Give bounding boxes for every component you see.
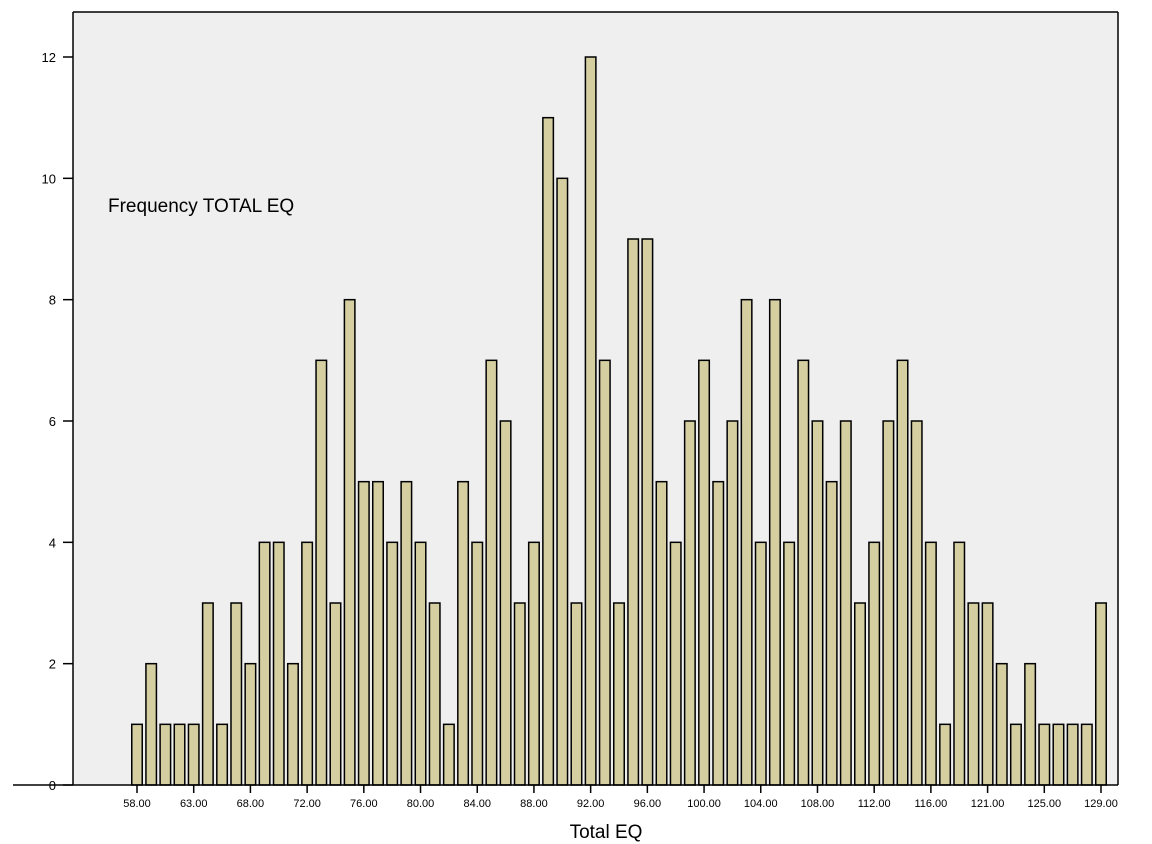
bar xyxy=(953,541,966,786)
bar xyxy=(839,420,852,786)
chart-title: Frequency TOTAL EQ xyxy=(108,196,294,217)
bar xyxy=(1024,662,1037,786)
bar xyxy=(1038,723,1051,786)
bar xyxy=(428,602,441,786)
x-tick-label: 121.00 xyxy=(971,798,1005,810)
x-tick-label: 96.00 xyxy=(634,798,662,810)
bar xyxy=(159,723,172,786)
bar xyxy=(868,541,881,786)
bar xyxy=(1052,723,1065,786)
y-tick-label: 12 xyxy=(42,50,56,65)
bar xyxy=(1095,602,1107,786)
x-tick-label: 76.00 xyxy=(350,798,378,810)
x-tick-label: 125.00 xyxy=(1027,798,1061,810)
bar xyxy=(740,298,753,786)
bar xyxy=(698,359,711,786)
bar xyxy=(145,662,158,786)
x-tick-label: 92.00 xyxy=(577,798,605,810)
bar xyxy=(400,480,413,786)
x-tick-label: 80.00 xyxy=(407,798,435,810)
bar xyxy=(598,359,611,786)
bar xyxy=(527,541,540,786)
x-tick-label: 72.00 xyxy=(293,798,321,810)
y-axis-ticks: 0 2 4 6 8 10 12 xyxy=(42,50,73,793)
bar xyxy=(286,662,299,786)
x-tick-label: 58.00 xyxy=(123,798,151,810)
y-tick-label: 4 xyxy=(49,535,56,550)
bar xyxy=(712,480,725,786)
bar xyxy=(825,480,838,786)
y-tick-label: 0 xyxy=(49,778,56,793)
bar xyxy=(485,359,498,786)
bar xyxy=(939,723,952,786)
bar xyxy=(386,541,399,786)
bar xyxy=(258,541,271,786)
bar xyxy=(995,662,1008,786)
x-tick-label: 68.00 xyxy=(237,798,265,810)
bar xyxy=(244,662,257,786)
bar xyxy=(924,541,937,786)
bar xyxy=(570,602,583,786)
bar xyxy=(499,420,512,786)
bar xyxy=(301,541,314,786)
x-tick-label: 63.00 xyxy=(180,798,208,810)
bar xyxy=(896,359,909,786)
bar xyxy=(230,602,243,786)
bar xyxy=(655,480,668,786)
bar xyxy=(882,420,895,786)
bar xyxy=(187,723,200,786)
x-axis-title: Total EQ xyxy=(570,822,643,843)
bar xyxy=(910,420,923,786)
y-tick-label: 2 xyxy=(49,657,56,672)
bar xyxy=(1080,723,1093,786)
y-tick-label: 10 xyxy=(42,171,56,186)
bar xyxy=(641,238,654,786)
x-tick-label: 88.00 xyxy=(520,798,548,810)
bar xyxy=(315,359,328,786)
bar xyxy=(669,541,682,786)
y-tick-label: 6 xyxy=(49,414,56,429)
x-tick-label: 129.00 xyxy=(1084,798,1118,810)
bar xyxy=(783,541,796,786)
bar xyxy=(173,723,186,786)
bar xyxy=(343,298,356,786)
x-tick-label: 116.00 xyxy=(914,798,947,810)
bar xyxy=(854,602,866,786)
bar xyxy=(471,541,484,786)
bar xyxy=(726,420,739,786)
bar xyxy=(981,602,994,786)
x-tick-label: 84.00 xyxy=(463,798,491,810)
bar xyxy=(372,480,384,786)
bar xyxy=(357,480,370,786)
bar xyxy=(797,359,810,786)
bar xyxy=(811,420,824,786)
bar xyxy=(542,116,555,786)
bar xyxy=(216,723,229,786)
bar xyxy=(442,723,455,786)
bar xyxy=(131,723,143,786)
x-tick-label: 112.00 xyxy=(858,798,891,810)
bar xyxy=(513,602,526,786)
bar xyxy=(272,541,285,786)
bar xyxy=(329,602,342,786)
bar xyxy=(768,298,781,786)
x-axis-ticks: 58.00 63.00 68.00 72.00 76.00 80.00 84.00 88.00… xyxy=(123,785,1118,810)
bar xyxy=(1066,723,1079,786)
x-tick-label: 104.00 xyxy=(744,798,778,810)
y-tick-label: 8 xyxy=(49,293,56,308)
x-tick-label: 100.00 xyxy=(687,798,721,810)
bar xyxy=(584,56,597,786)
bar xyxy=(457,480,470,786)
bar xyxy=(613,602,625,786)
bar xyxy=(201,602,214,786)
bar xyxy=(1009,723,1022,786)
bar xyxy=(683,420,696,786)
bar xyxy=(414,541,427,786)
bar xyxy=(627,238,640,786)
x-tick-label: 108.00 xyxy=(801,798,835,810)
bar xyxy=(556,177,569,786)
bar xyxy=(754,541,767,786)
bar xyxy=(967,602,980,786)
